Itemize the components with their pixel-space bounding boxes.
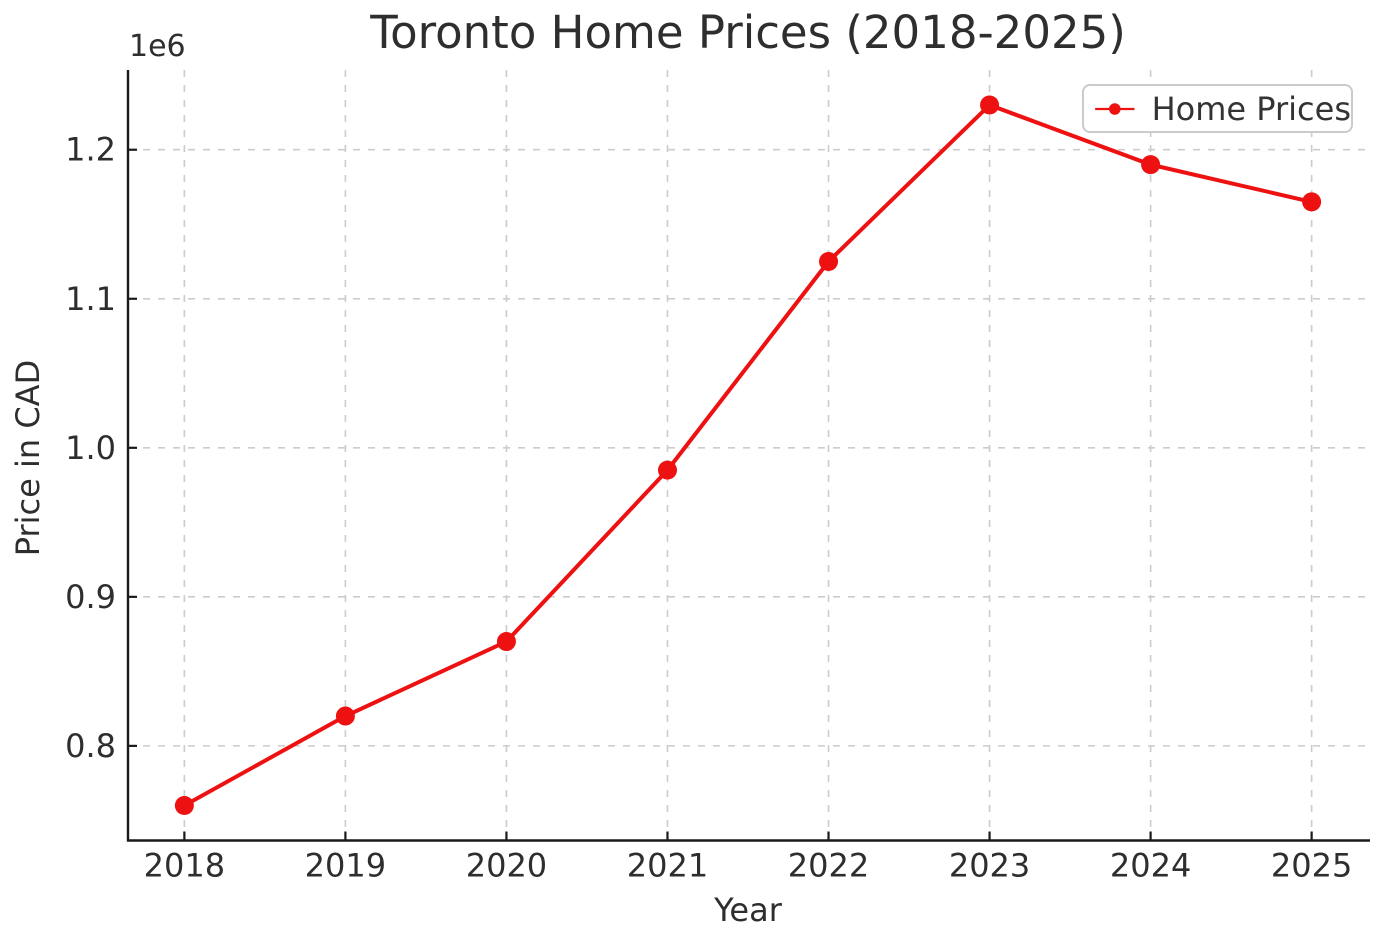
x-tick-label: 2021	[627, 847, 708, 885]
data-point	[657, 460, 677, 480]
data-point	[1302, 192, 1322, 212]
x-tick-label: 2025	[1271, 847, 1352, 885]
legend-entry-label: Home Prices	[1151, 89, 1351, 128]
y-tick-label: 0.8	[65, 727, 116, 765]
x-axis-label: Year	[714, 891, 782, 929]
chart-title: Toronto Home Prices (2018-2025)	[370, 6, 1126, 59]
x-tick-label: 2022	[788, 847, 869, 885]
y-axis-offset-label: 1e6	[129, 29, 186, 64]
series-line	[182, 103, 1314, 808]
data-point	[1141, 155, 1161, 175]
legend-marker-icon	[1095, 102, 1135, 115]
y-axis-label: Price in CAD	[9, 359, 47, 557]
x-tick-label: 2020	[466, 847, 547, 885]
y-tick-label: 1.0	[65, 429, 116, 467]
legend: Home Prices	[1082, 84, 1353, 133]
data-point	[980, 95, 1000, 115]
x-tick-label: 2019	[305, 847, 386, 885]
data-point	[819, 252, 839, 272]
data-point	[174, 795, 194, 815]
data-point	[496, 632, 516, 652]
data-point	[335, 706, 355, 726]
x-tick-label: 2023	[949, 847, 1030, 885]
x-tick-label: 2018	[144, 847, 225, 885]
y-tick-label: 1.1	[65, 280, 116, 318]
x-tick-label: 2024	[1110, 847, 1191, 885]
y-tick-label: 0.9	[65, 578, 116, 616]
y-tick-label: 1.2	[65, 131, 116, 169]
